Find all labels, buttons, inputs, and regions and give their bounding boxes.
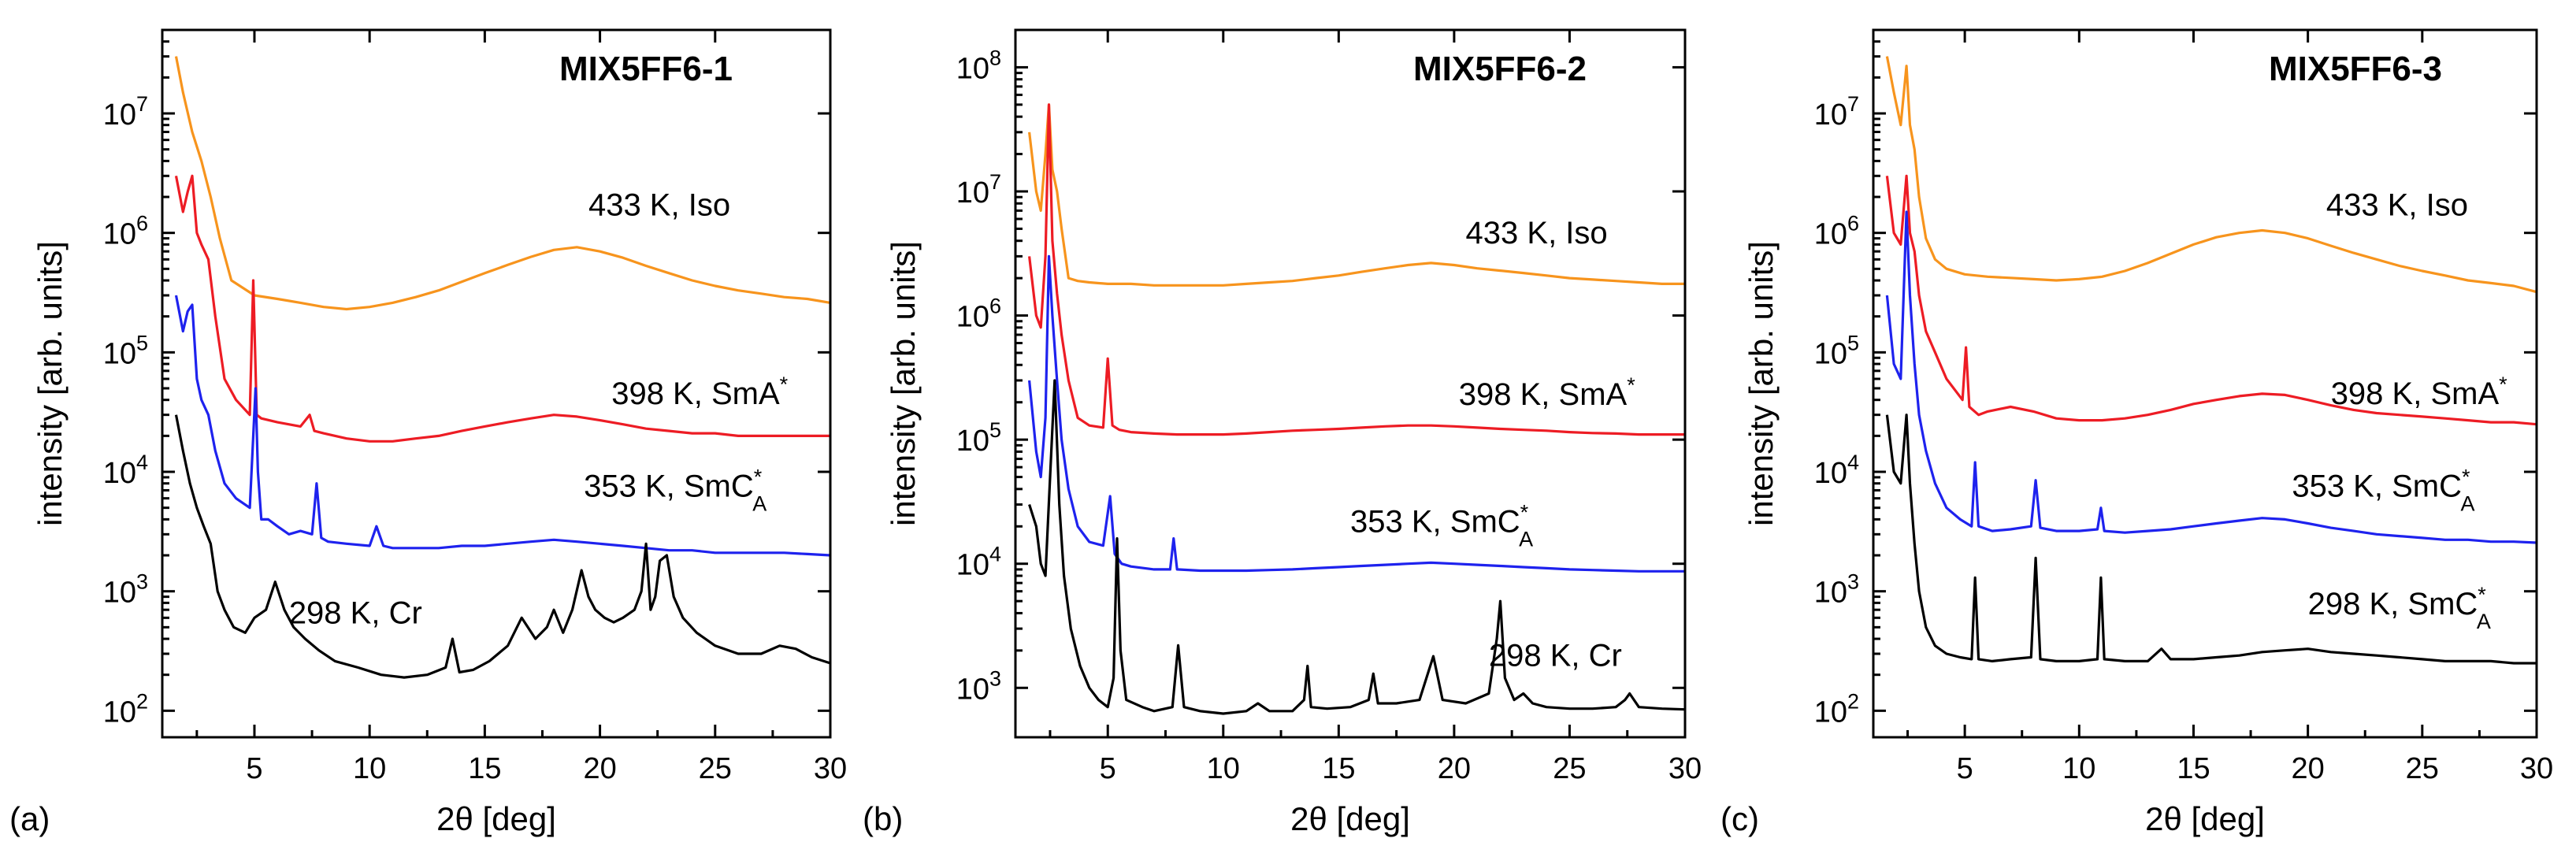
panel-title: MIX5FF6-3 — [2269, 50, 2442, 88]
x-tick-label: 25 — [1553, 752, 1586, 785]
x-tick-label: 5 — [246, 752, 262, 785]
y-axis-title: intensity [arb. units] — [1743, 241, 1780, 526]
x-tick-label: 5 — [1957, 752, 1973, 785]
panel-letter: (b) — [863, 800, 903, 837]
y-tick-label: 105 — [956, 418, 1001, 458]
series-label-4: 298 K, Cr — [1489, 639, 1622, 673]
y-tick-label: 103 — [956, 666, 1001, 706]
series-label-3: 353 K, SmC* A — [584, 466, 766, 516]
x-tick-label: 10 — [2062, 752, 2095, 785]
series-label-3: 353 K, SmC* A — [1350, 500, 1533, 551]
series-label-4: 298 K, SmC* A — [2308, 583, 2491, 633]
plot-frame — [1014, 28, 1687, 739]
x-tick-label: 20 — [1438, 752, 1471, 785]
series-line-1 — [174, 56, 831, 311]
series-line-1 — [1885, 56, 2537, 294]
y-tick-label: 105 — [1814, 331, 1859, 370]
y-tick-label: 104 — [103, 451, 148, 490]
x-tick-label: 20 — [2292, 752, 2325, 785]
x-axis-title: 2θ [deg] — [1290, 800, 1410, 837]
x-tick-label: 10 — [353, 752, 386, 785]
x-tick-label: 30 — [1668, 752, 1702, 785]
series-line-2 — [174, 174, 830, 443]
y-tick-label: 103 — [103, 570, 148, 610]
series-label-1: 433 K, Iso — [1466, 216, 1608, 250]
series-line-3 — [1885, 210, 2537, 544]
panel-title: MIX5FF6-2 — [1413, 50, 1587, 88]
x-tick-label: 15 — [468, 752, 501, 785]
series-label-1: 433 K, Iso — [2326, 188, 2468, 223]
y-tick-label: 108 — [956, 46, 1001, 85]
x-tick-label: 15 — [1322, 752, 1355, 785]
y-tick-label: 106 — [956, 295, 1001, 334]
series-line-1 — [1028, 103, 1685, 287]
y-axis-title: intensity [arb. units] — [885, 241, 922, 526]
x-axis-title: 2θ [deg] — [436, 800, 556, 837]
panel-letter: (a) — [9, 800, 50, 837]
y-tick-label: 102 — [1814, 689, 1859, 729]
series-label-2: 398 K, SmA* — [1459, 373, 1635, 412]
y-axis-title: intensity [arb. units] — [32, 241, 69, 526]
series-line-4 — [1028, 379, 1686, 715]
y-tick-label: 102 — [103, 689, 148, 729]
x-tick-label: 20 — [583, 752, 616, 785]
y-tick-label: 103 — [1814, 570, 1859, 610]
y-tick-label: 107 — [1814, 92, 1859, 132]
x-tick-label: 15 — [2177, 752, 2210, 785]
series-label-3: 353 K, SmC* A — [2292, 466, 2474, 516]
series-line-3 — [1028, 254, 1685, 573]
y-tick-label: 105 — [103, 331, 148, 370]
chart-panel-2: 5 10 15 20 25 30 103 104 105 106 107 108 2θ [deg] int… — [863, 28, 1702, 837]
x-tick-label: 30 — [2520, 752, 2553, 785]
chart-panel-3: 5 10 15 20 25 30 102 103 104 105 106 107 2θ [deg] int… — [1720, 28, 2553, 837]
series-line-2 — [1885, 174, 2537, 426]
y-tick-label: 106 — [103, 212, 148, 251]
y-tick-label: 106 — [1814, 212, 1859, 251]
plot-frame — [1872, 28, 2538, 739]
x-tick-label: 25 — [699, 752, 732, 785]
y-tick-label: 107 — [956, 170, 1001, 210]
series-label-2: 398 K, SmA* — [611, 373, 788, 411]
series-label-2: 398 K, SmA* — [2331, 373, 2507, 411]
y-tick-label: 107 — [103, 92, 148, 132]
panel-letter: (c) — [1720, 800, 1759, 837]
series-line-3 — [174, 295, 831, 557]
series-label-1: 433 K, Iso — [588, 188, 730, 223]
chart-panel-1: 5 10 15 20 25 30 102 103 104 105 106 107 2θ [deg] int… — [9, 28, 847, 837]
series-line-4 — [174, 414, 831, 679]
y-tick-label: 104 — [1814, 451, 1859, 490]
x-axis-title: 2θ [deg] — [2145, 800, 2265, 837]
y-tick-label: 104 — [956, 543, 1001, 582]
x-tick-label: 10 — [1207, 752, 1240, 785]
x-tick-label: 25 — [2406, 752, 2439, 785]
x-tick-label: 30 — [814, 752, 847, 785]
panel-title: MIX5FF6-1 — [559, 50, 733, 88]
x-tick-label: 5 — [1100, 752, 1116, 785]
series-line-4 — [1885, 414, 2537, 665]
series-label-4: 298 K, Cr — [289, 595, 422, 630]
series-line-2 — [1028, 103, 1685, 436]
plot-frame — [161, 28, 832, 739]
